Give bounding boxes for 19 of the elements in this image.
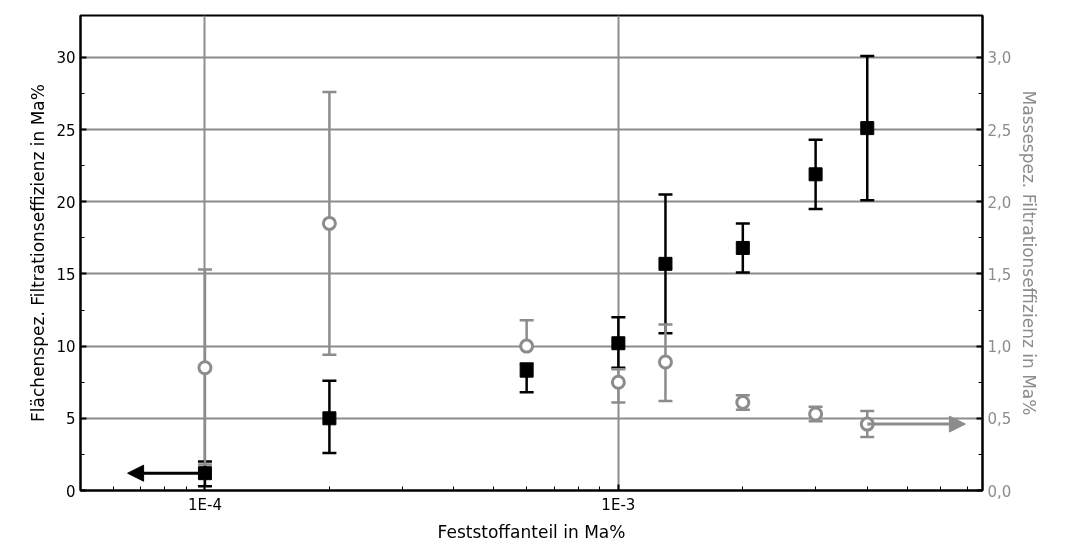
y-tick-label: 25 [56, 121, 76, 140]
y2-tick-label: 0,0 [987, 482, 1012, 501]
y2-axis-title: Massespez. Filtrationseffizienz in Ma% [1019, 90, 1040, 416]
y2-tick-label: 3,0 [987, 49, 1012, 68]
y2-tick-label: 2,5 [987, 121, 1012, 140]
y-tick-label: 30 [56, 49, 76, 68]
y2-tick-label: 1,5 [987, 265, 1012, 284]
x-tick-label: 1E-4 [187, 495, 222, 514]
y2-tick-label: 0,5 [987, 410, 1012, 429]
y2-tick-label: 1,0 [987, 338, 1012, 357]
y-tick-label: 0 [65, 482, 76, 501]
x-axis-title: Feststoffanteil in Ma% [437, 521, 626, 542]
x-tick-label: 1E-3 [601, 495, 636, 514]
y-tick-label: 5 [65, 410, 76, 429]
y-axis-title: Flächenspez. Filtrationseffizienz in Ma% [28, 84, 49, 422]
y2-tick-label: 2,0 [987, 193, 1012, 212]
y-tick-label: 20 [56, 193, 76, 212]
y-tick-label: 15 [56, 265, 76, 284]
y-tick-label: 10 [56, 338, 76, 357]
